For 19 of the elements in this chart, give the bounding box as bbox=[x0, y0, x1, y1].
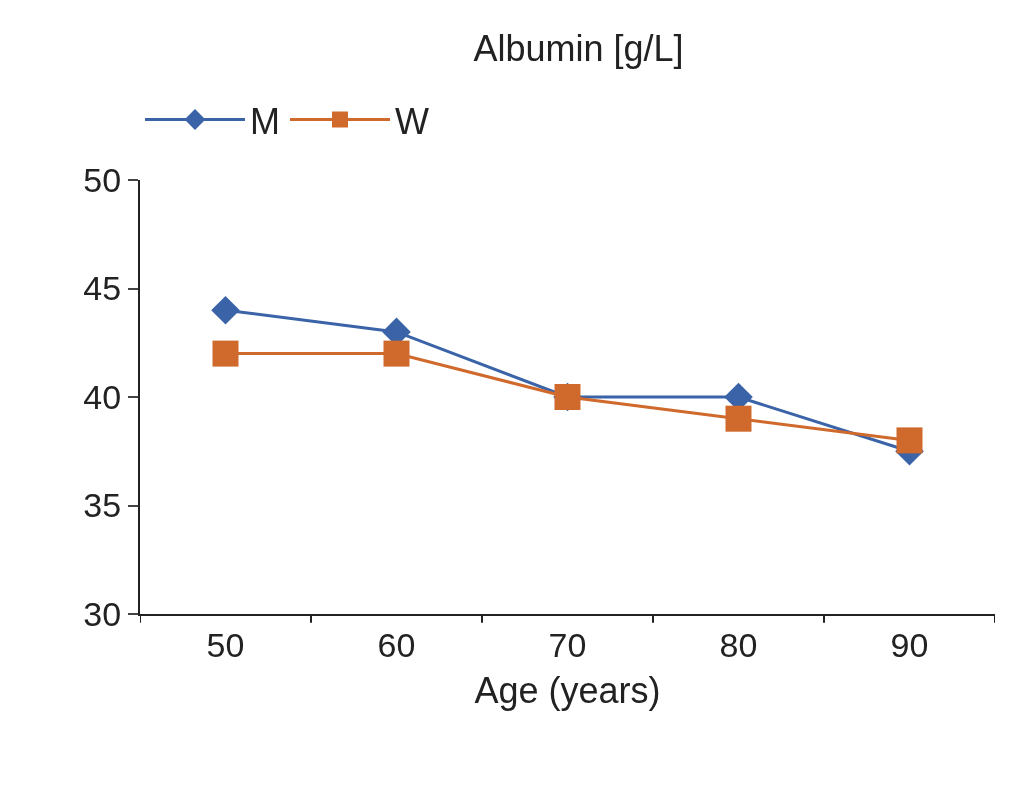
point bbox=[212, 340, 239, 367]
x-tick-label: 70 bbox=[548, 625, 587, 664]
point bbox=[211, 295, 240, 325]
y-tick-label: 45 bbox=[83, 269, 122, 308]
x-tick-label: 90 bbox=[890, 625, 929, 664]
chart-title: Albumin [g/L] bbox=[473, 27, 684, 69]
y-tick-label: 50 bbox=[83, 160, 122, 199]
x-axis-title: Age (years) bbox=[474, 670, 661, 711]
x-tick-label: 60 bbox=[377, 625, 416, 664]
legend-label: W bbox=[395, 100, 429, 142]
x-tick-label: 50 bbox=[206, 625, 245, 664]
y-tick-label: 35 bbox=[83, 486, 122, 525]
point bbox=[725, 405, 752, 432]
point bbox=[383, 340, 410, 367]
point bbox=[896, 427, 923, 454]
y-tick-label: 30 bbox=[83, 594, 122, 633]
y-tick-label: 40 bbox=[83, 377, 122, 416]
legend-label: M bbox=[250, 100, 280, 142]
x-tick-label: 80 bbox=[719, 625, 758, 664]
